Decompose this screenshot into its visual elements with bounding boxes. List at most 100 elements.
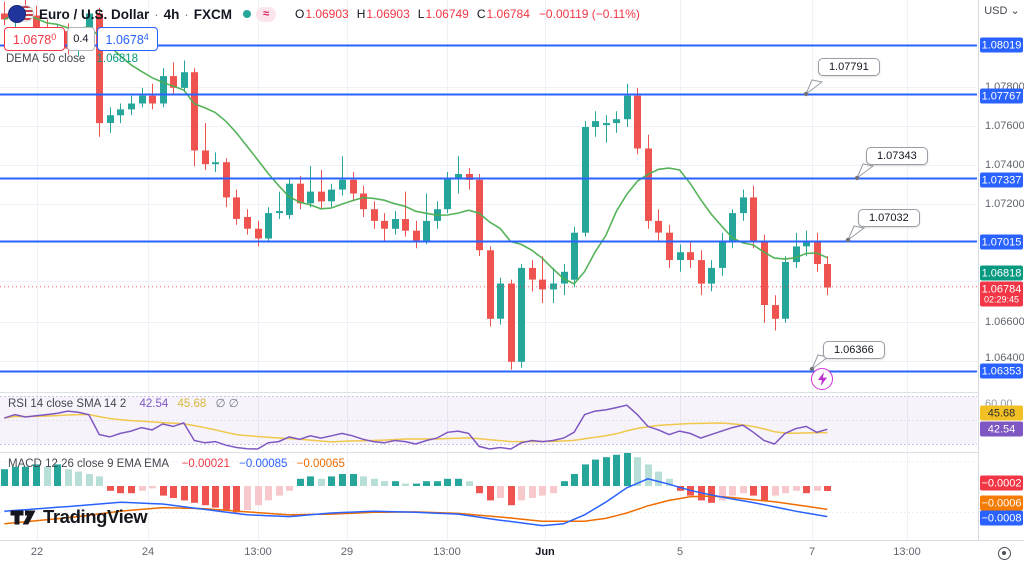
candle[interactable] — [128, 103, 135, 110]
candle[interactable] — [824, 264, 831, 288]
candle[interactable] — [761, 242, 768, 305]
candlestick-series[interactable] — [1, 0, 831, 370]
candle[interactable] — [350, 179, 357, 194]
candle[interactable] — [561, 271, 568, 284]
price-callout-label[interactable]: 1.07343 — [866, 147, 928, 165]
sell-button[interactable]: 1.06780 — [4, 27, 66, 51]
candle[interactable] — [233, 197, 240, 219]
candle[interactable] — [624, 95, 631, 120]
candle[interactable] — [107, 115, 114, 123]
candle[interactable] — [582, 127, 589, 233]
macd-line[interactable] — [4, 478, 828, 527]
candle[interactable] — [360, 193, 367, 210]
callout-anchor-dot[interactable] — [845, 237, 851, 243]
dema-legend[interactable]: DEMA 50 close 1.06818 — [6, 53, 139, 65]
time-axis[interactable]: 22 24 13:00 29 13:00 Jun 5 7 13:00 — [0, 541, 1024, 565]
delayed-data-icon[interactable]: ≈ — [255, 6, 276, 22]
macd-histogram[interactable] — [1, 452, 831, 513]
candle[interactable] — [297, 183, 304, 204]
candle[interactable] — [212, 162, 219, 165]
candle[interactable] — [1, 13, 8, 20]
candle[interactable] — [160, 76, 167, 104]
candle[interactable] — [96, 13, 103, 124]
tradingview-logo[interactable]: TradingView — [10, 506, 148, 528]
callout-anchor-dot[interactable] — [803, 91, 809, 97]
price-level-lines[interactable] — [0, 44, 977, 373]
candle[interactable] — [339, 179, 346, 190]
pane-separators[interactable] — [0, 392, 1024, 541]
price-callout-label[interactable]: 1.07791 — [818, 58, 880, 76]
candle[interactable] — [86, 13, 93, 34]
callout-anchor-dot[interactable] — [854, 175, 860, 181]
candle[interactable] — [455, 174, 462, 178]
candle[interactable] — [328, 189, 335, 202]
candle[interactable] — [592, 121, 599, 127]
macd-legend[interactable]: MACD 12 26 close 9 EMA EMA −0.00021 −0.0… — [8, 458, 345, 470]
candle[interactable] — [750, 197, 757, 243]
candle[interactable] — [740, 197, 747, 214]
candle[interactable] — [518, 267, 525, 362]
candle[interactable] — [413, 230, 420, 241]
candle[interactable] — [307, 191, 314, 204]
candle[interactable] — [571, 232, 578, 280]
interval-button[interactable]: 4h — [163, 6, 180, 22]
timezone-target-icon[interactable] — [998, 547, 1011, 560]
candle[interactable] — [139, 95, 146, 104]
lightning-alert-icon[interactable] — [811, 368, 833, 390]
candle[interactable] — [613, 119, 620, 124]
rsi-line[interactable] — [4, 404, 828, 450]
candle[interactable] — [318, 191, 325, 202]
candle[interactable] — [782, 262, 789, 319]
rsi-legend[interactable]: RSI 14 close SMA 14 2 42.54 45.68 ∅ ∅ — [8, 398, 239, 410]
candle[interactable] — [191, 72, 198, 151]
candle[interactable] — [244, 217, 251, 229]
candle[interactable] — [677, 252, 684, 260]
symbol-title[interactable]: Euro / U.S. Dollar — [39, 6, 150, 22]
candle[interactable] — [276, 211, 283, 214]
candle[interactable] — [814, 240, 821, 265]
price-callout-label[interactable]: 1.06366 — [823, 341, 885, 359]
price-axis[interactable]: USD ⌄ 1.07800 1.07600 1.07400 1.07200 1.0660… — [978, 0, 1024, 540]
candle[interactable] — [719, 240, 726, 268]
candle[interactable] — [793, 246, 800, 263]
rsi-sma-line[interactable] — [4, 413, 828, 443]
candle[interactable] — [444, 177, 451, 210]
candle[interactable] — [181, 72, 188, 88]
candle[interactable] — [170, 76, 177, 88]
currency-dropdown[interactable]: USD ⌄ — [984, 5, 1020, 17]
candle[interactable] — [803, 240, 810, 247]
candle[interactable] — [255, 228, 262, 239]
candle[interactable] — [497, 283, 504, 319]
candle[interactable] — [687, 252, 694, 260]
candle[interactable] — [698, 260, 705, 284]
candle[interactable] — [487, 250, 494, 319]
candle[interactable] — [117, 109, 124, 116]
candle[interactable] — [634, 95, 641, 149]
candle[interactable] — [286, 183, 293, 215]
candle[interactable] — [666, 232, 673, 261]
candle[interactable] — [508, 283, 515, 362]
candle[interactable] — [202, 150, 209, 165]
candle[interactable] — [645, 148, 652, 221]
candle[interactable] — [223, 162, 230, 198]
candle[interactable] — [149, 95, 156, 104]
candle[interactable] — [381, 220, 388, 229]
candle[interactable] — [655, 220, 662, 233]
candle[interactable] — [392, 219, 399, 229]
price-callout-label[interactable]: 1.07032 — [858, 209, 920, 227]
candle[interactable] — [265, 213, 272, 239]
candle[interactable] — [708, 267, 715, 284]
candle[interactable] — [402, 219, 409, 231]
candle[interactable] — [33, 15, 40, 30]
candle[interactable] — [603, 123, 610, 126]
candle[interactable] — [550, 283, 557, 290]
candle[interactable] — [729, 213, 736, 241]
candle[interactable] — [371, 209, 378, 221]
buy-button[interactable]: 1.06784 — [96, 27, 158, 51]
dema-line[interactable] — [3, 13, 828, 285]
candle[interactable] — [466, 174, 473, 180]
candle[interactable] — [476, 179, 483, 251]
candle[interactable] — [539, 279, 546, 290]
candle[interactable] — [772, 305, 779, 319]
